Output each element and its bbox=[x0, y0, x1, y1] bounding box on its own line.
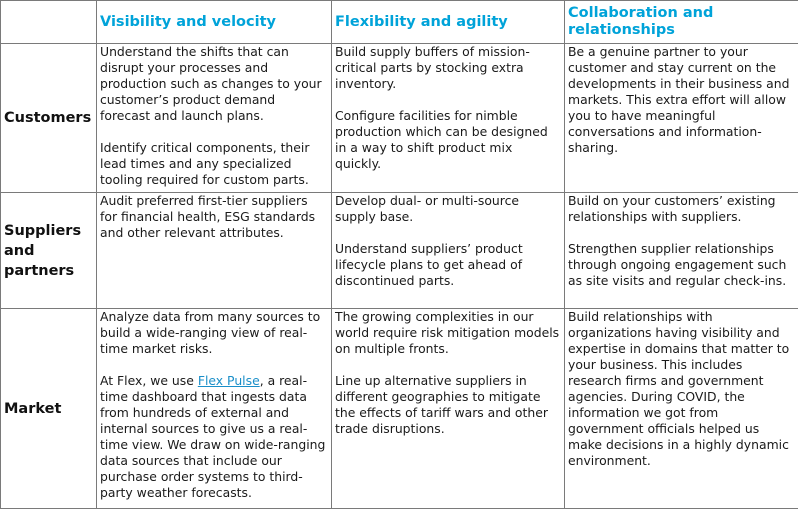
cell-suppliers-visibility: Audit preferred first-tier suppliers for… bbox=[96, 192, 332, 309]
cell-market-visibility: Analyze data from many sources to build … bbox=[96, 308, 332, 509]
cell-market-collaboration: Build relationships with organizations h… bbox=[564, 308, 798, 509]
table-row-suppliers: Suppliers and partners Audit preferred f… bbox=[0, 192, 798, 309]
cell-paragraph: Develop dual- or multi-source supply bas… bbox=[335, 193, 520, 225]
table-row-market: Market Analyze data from many sources to… bbox=[0, 308, 798, 509]
row-header-market: Market bbox=[0, 308, 97, 509]
cell-paragraph: Line up alternative suppliers in differe… bbox=[335, 373, 548, 436]
cell-paragraph: The growing complexities in our world re… bbox=[335, 309, 560, 357]
header-row: Visibility and velocity Flexibility and … bbox=[0, 0, 798, 44]
cell-paragraph: Identify critical components, their lead… bbox=[100, 140, 310, 187]
column-header-visibility-velocity: Visibility and velocity bbox=[96, 0, 332, 44]
column-header-flexibility-agility: Flexibility and agility bbox=[331, 0, 565, 44]
cell-market-flexibility: The growing complexities in our world re… bbox=[331, 308, 565, 509]
cell-paragraph: Build on your customers’ existing relati… bbox=[568, 193, 776, 225]
cell-customers-collaboration: Be a genuine partner to your customer an… bbox=[564, 43, 798, 193]
table-row-customers: Customers Understand the shifts that can… bbox=[0, 43, 798, 193]
text-after-link: , a real-time dashboard that ingests dat… bbox=[100, 373, 326, 500]
row-header-customers: Customers bbox=[0, 43, 97, 193]
flex-pulse-link[interactable]: Flex Pulse bbox=[197, 373, 260, 388]
cell-paragraph: Understand suppliers’ product lifecycle … bbox=[335, 241, 523, 288]
cell-customers-visibility: Understand the shifts that can disrupt y… bbox=[96, 43, 332, 193]
cell-paragraph: Configure facilities for nimble producti… bbox=[335, 108, 548, 171]
row-header-suppliers-partners: Suppliers and partners bbox=[0, 192, 97, 309]
cell-suppliers-flexibility: Develop dual- or multi-source supply bas… bbox=[331, 192, 565, 309]
cell-paragraph: Build supply buffers of mission-critical… bbox=[335, 44, 530, 92]
cell-paragraph: Analyze data from many sources to build … bbox=[100, 309, 321, 357]
cell-paragraph-with-link: At Flex, we use Flex Pulse, a real-time … bbox=[100, 373, 328, 501]
cell-customers-flexibility: Build supply buffers of mission-critical… bbox=[331, 43, 565, 193]
cell-paragraph: Understand the shifts that can disrupt y… bbox=[100, 44, 322, 124]
cell-suppliers-collaboration: Build on your customers’ existing relati… bbox=[564, 192, 798, 309]
corner-cell bbox=[0, 0, 97, 44]
column-header-collaboration-relationships: Collaboration and relationships bbox=[564, 0, 798, 44]
text-before-link: At Flex, we use bbox=[100, 373, 198, 388]
cell-paragraph: Strengthen supplier relationships throug… bbox=[568, 241, 787, 288]
cell-paragraph: Audit preferred first-tier suppliers for… bbox=[100, 193, 316, 241]
cell-paragraph: Be a genuine partner to your customer an… bbox=[568, 44, 790, 156]
cell-paragraph: Build relationships with organizations h… bbox=[568, 309, 790, 469]
